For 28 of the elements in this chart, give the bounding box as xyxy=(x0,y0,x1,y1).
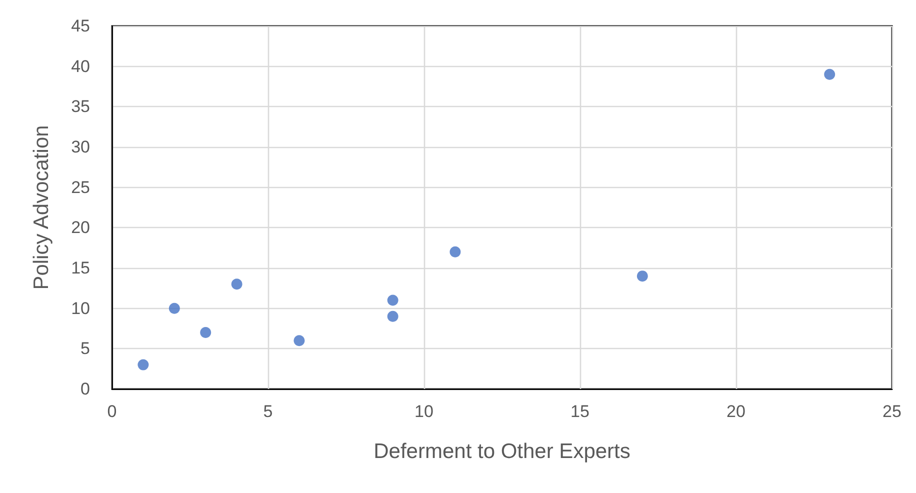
y-tick-label: 10 xyxy=(71,298,90,318)
y-tick-label: 30 xyxy=(71,138,90,156)
x-tick-label: 25 xyxy=(882,402,902,421)
y-tick-label: 0 xyxy=(80,380,90,398)
y-axis-title: Policy Advocation xyxy=(30,125,53,290)
point xyxy=(231,278,242,290)
x-tick-label: 0 xyxy=(107,402,117,421)
y-tick-label: 25 xyxy=(71,178,90,197)
x-tick-label: 15 xyxy=(570,402,590,421)
y-tick-label: 15 xyxy=(71,258,90,278)
point xyxy=(824,68,836,80)
point xyxy=(450,246,461,258)
point xyxy=(200,327,212,338)
point xyxy=(168,302,180,314)
x-tick-label: 5 xyxy=(263,402,273,421)
x-axis-title: Deferment to Other Experts xyxy=(374,440,630,463)
point xyxy=(387,310,398,322)
point xyxy=(387,294,398,306)
point xyxy=(138,359,149,370)
x-tick-label: 10 xyxy=(414,402,434,421)
y-tick-label: 20 xyxy=(71,218,90,238)
y-tick-label: 40 xyxy=(71,56,90,76)
y-tick-label: 35 xyxy=(71,97,90,116)
y-tick-label: 45 xyxy=(71,16,90,36)
y-tick-label: 5 xyxy=(80,339,90,358)
x-tick-label: 20 xyxy=(726,402,746,421)
point xyxy=(294,335,305,346)
point xyxy=(636,270,648,282)
